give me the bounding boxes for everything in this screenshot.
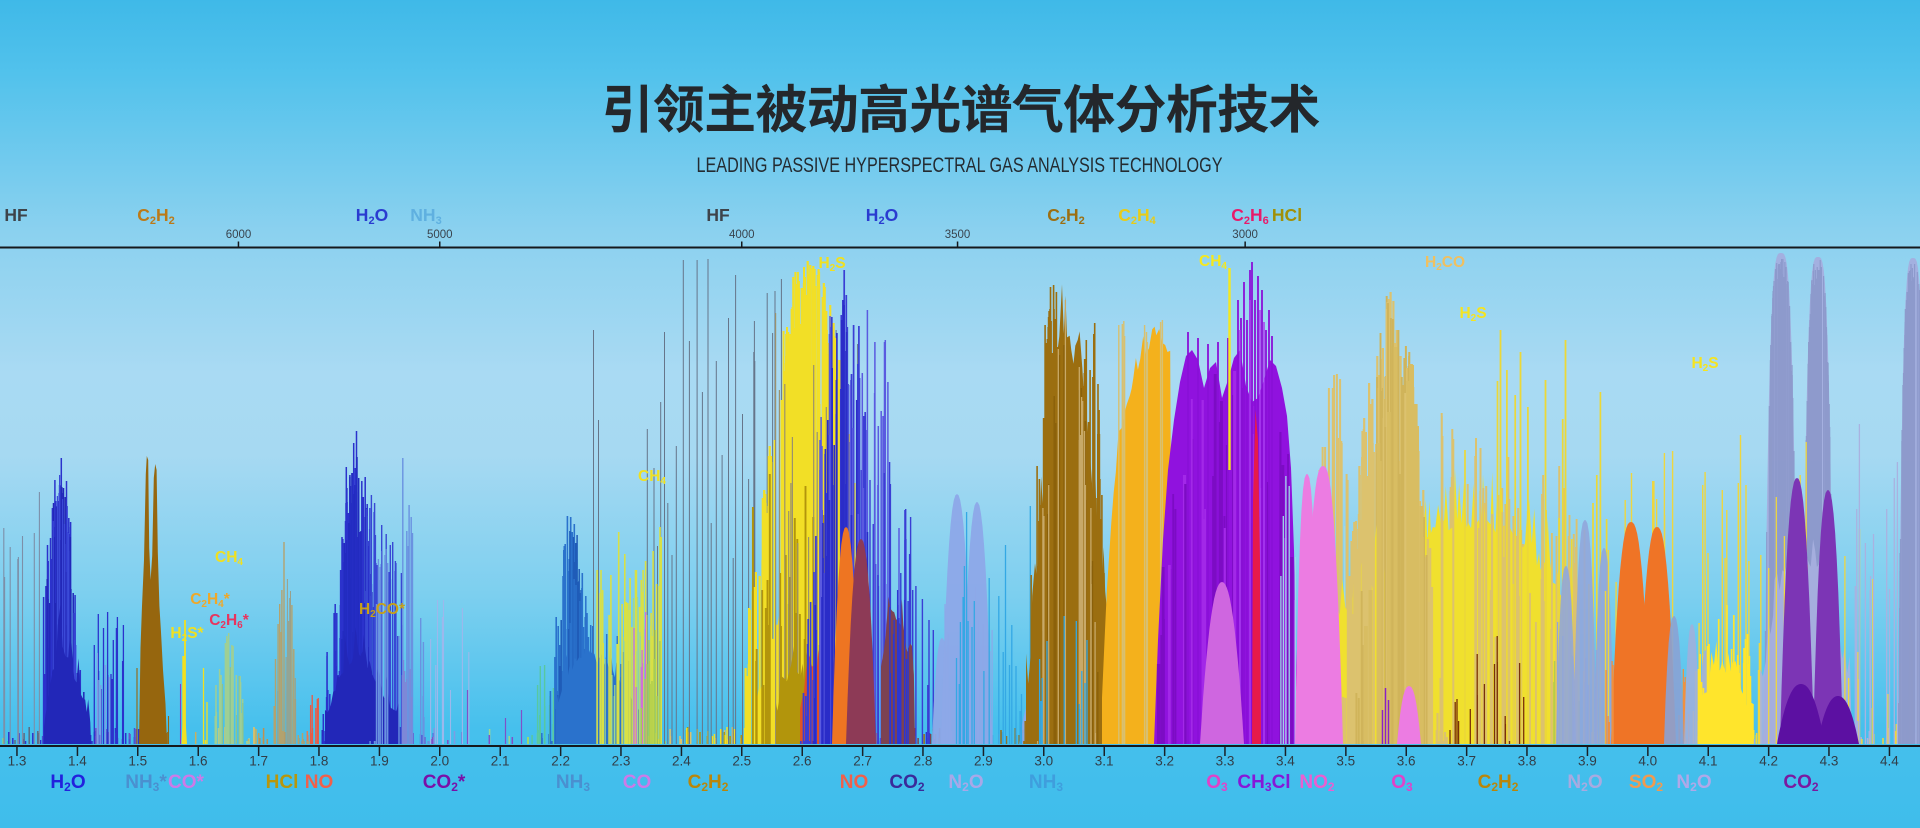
svg-text:C2​H4​: C2​H4​ (1118, 205, 1156, 227)
svg-text:2.4: 2.4 (672, 754, 691, 769)
svg-text:3.8: 3.8 (1518, 754, 1537, 769)
svg-text:4.4: 4.4 (1880, 754, 1899, 769)
svg-text:CO2​: CO2​ (889, 772, 925, 794)
svg-text:2.1: 2.1 (491, 754, 510, 769)
svg-text:3.7: 3.7 (1457, 754, 1476, 769)
svg-text:NH3​: NH3​ (410, 205, 441, 227)
svg-text:2.2: 2.2 (551, 754, 570, 769)
svg-text:3000: 3000 (1232, 229, 1258, 241)
svg-text:SO2​: SO2​ (1629, 772, 1663, 794)
svg-text:LEADING PASSIVE HYPERSPECTRAL: LEADING PASSIVE HYPERSPECTRAL GAS ANALYS… (697, 153, 1223, 177)
svg-text:C2​H6​*: C2​H6​* (209, 612, 250, 631)
svg-text:1.5: 1.5 (128, 754, 147, 769)
svg-text:2.5: 2.5 (732, 754, 751, 769)
svg-text:NH3​: NH3​ (1029, 772, 1063, 794)
svg-text:H2​O: H2​O (356, 205, 388, 227)
svg-text:C2​H4​*: C2​H4​* (190, 591, 231, 610)
svg-text:3.2: 3.2 (1155, 754, 1174, 769)
svg-text:4000: 4000 (729, 229, 755, 241)
svg-text:3.0: 3.0 (1034, 754, 1053, 769)
svg-text:2.0: 2.0 (430, 754, 449, 769)
svg-text:NO: NO (305, 772, 334, 793)
svg-text:CO2​: CO2​ (1783, 772, 1819, 794)
svg-text:H2​O: H2​O (50, 772, 85, 794)
svg-text:H2​S: H2​S (818, 255, 845, 274)
svg-text:CH3​Cl: CH3​Cl (1237, 772, 1290, 794)
svg-text:NO: NO (840, 772, 869, 793)
svg-text:C2​H2​: C2​H2​ (1478, 772, 1519, 794)
svg-text:NH3​*: NH3​* (125, 772, 167, 794)
svg-text:4.0: 4.0 (1638, 754, 1657, 769)
svg-text:NO2​: NO2​ (1299, 772, 1335, 794)
svg-text:C2​H2​: C2​H2​ (688, 772, 729, 794)
svg-text:3.6: 3.6 (1397, 754, 1416, 769)
svg-text:1.6: 1.6 (189, 754, 208, 769)
svg-text:C2​H2​: C2​H2​ (1047, 205, 1085, 227)
svg-text:4.2: 4.2 (1759, 754, 1778, 769)
svg-text:H2​S: H2​S (1459, 305, 1486, 324)
svg-text:NH3​: NH3​ (556, 772, 590, 794)
svg-text:1.4: 1.4 (68, 754, 87, 769)
svg-text:CH4​: CH4​ (215, 549, 243, 568)
svg-text:CH4​: CH4​ (638, 468, 666, 487)
svg-text:N2​O: N2​O (1567, 772, 1602, 794)
svg-text:3.9: 3.9 (1578, 754, 1597, 769)
svg-text:4.1: 4.1 (1699, 754, 1718, 769)
svg-text:H2​O: H2​O (866, 205, 898, 227)
svg-text:2.7: 2.7 (853, 754, 872, 769)
svg-text:H2​CO: H2​CO (1425, 254, 1465, 273)
svg-text:CO*: CO* (168, 772, 205, 793)
svg-text:3.3: 3.3 (1216, 754, 1235, 769)
svg-text:C2​H2​: C2​H2​ (137, 205, 175, 227)
svg-text:HCl: HCl (266, 772, 299, 793)
svg-text:H2​CO*: H2​CO* (359, 601, 406, 620)
svg-text:1.9: 1.9 (370, 754, 389, 769)
svg-text:HCl: HCl (1272, 205, 1302, 225)
svg-text:5000: 5000 (427, 229, 453, 241)
svg-text:2.3: 2.3 (612, 754, 631, 769)
svg-text:CO: CO (623, 772, 652, 793)
svg-text:1.3: 1.3 (8, 754, 27, 769)
svg-text:CO2​*: CO2​* (423, 772, 466, 794)
svg-text:3.5: 3.5 (1336, 754, 1355, 769)
svg-text:3.4: 3.4 (1276, 754, 1295, 769)
svg-text:N2​O: N2​O (948, 772, 983, 794)
svg-text:1.7: 1.7 (249, 754, 268, 769)
svg-text:HF: HF (706, 205, 730, 225)
svg-text:H2​S: H2​S (1691, 355, 1718, 374)
svg-text:HF: HF (4, 205, 28, 225)
svg-text:CH4​: CH4​ (1199, 253, 1227, 272)
svg-text:2.6: 2.6 (793, 754, 812, 769)
svg-text:2.9: 2.9 (974, 754, 993, 769)
svg-text:2.8: 2.8 (914, 754, 933, 769)
svg-text:N2​O: N2​O (1676, 772, 1711, 794)
svg-text:C2​H6​: C2​H6​ (1231, 205, 1269, 227)
svg-text:6000: 6000 (226, 229, 252, 241)
svg-text:3.1: 3.1 (1095, 754, 1114, 769)
svg-text:4.3: 4.3 (1820, 754, 1839, 769)
svg-text:3500: 3500 (945, 229, 971, 241)
svg-text:H2​S*: H2​S* (170, 625, 204, 644)
svg-text:1.8: 1.8 (310, 754, 329, 769)
